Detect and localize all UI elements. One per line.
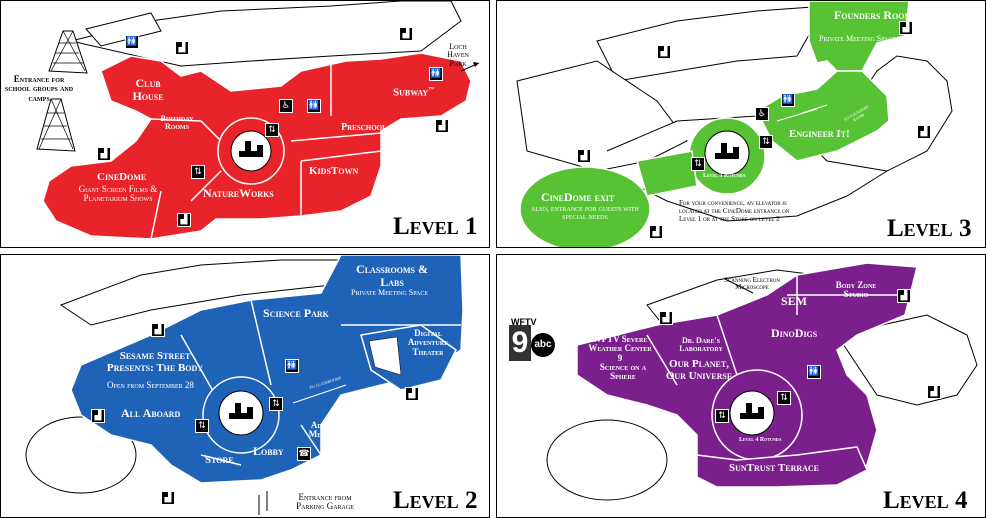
stairs-icon: ▟ [91, 409, 105, 423]
stairs-icon: ▟ [399, 27, 413, 41]
elevator-note: For your convenience, an elevator is loc… [679, 199, 790, 224]
digital-theater-label: Digital Adventure Theater [407, 328, 449, 357]
elevator-icon: ⇅ [195, 419, 209, 433]
stairs-icon: ▟ [897, 289, 911, 303]
kidstown-label: KidsTown [309, 165, 359, 177]
elevator-icon: ⇅ [265, 123, 279, 137]
suntrust-terrace-label: SunTrust Terrace [729, 462, 820, 474]
science-sphere-label: Science on a Sphere [599, 362, 647, 382]
restroom-icon: 🚻 [285, 359, 299, 373]
stairs-icon: ▟ [175, 41, 189, 55]
stairs-icon: ▟ [177, 213, 191, 227]
elevator-icon: ⇅ [191, 165, 205, 179]
dr-dare-label: Dr. Dare's Laboratory [679, 336, 723, 354]
lobby-label: Lobby [253, 444, 284, 458]
suntrust-terrace-area [696, 446, 868, 488]
level-3-map [516, 1, 953, 247]
entrance-garage-label: Entrance from Parking Garage [296, 492, 354, 512]
level-4-title: Level 4 [883, 487, 968, 514]
classrooms-sub-label: Private Meeting Space [351, 288, 429, 297]
level-2-title: Level 2 [393, 487, 478, 514]
classrooms-label: Classrooms & Labs [356, 262, 428, 289]
cinedome-label: CineDome [97, 171, 147, 183]
all-aboard-label: All Aboard [121, 406, 181, 420]
elevator-icon: ⇅ [777, 391, 791, 405]
loch-haven-park-label: Loch Haven Park [447, 42, 469, 68]
entrance-school-groups-label: Entrance for school groups and camps [4, 74, 74, 103]
stairs-icon: ▟ [927, 385, 941, 399]
science-park-label: Science Park [263, 306, 329, 320]
level-1-panel: Entrance for school groups and camps Clu… [0, 0, 490, 248]
level-3-panel: Founders Room Private Meeting Space Engi… [496, 0, 986, 248]
stairs-icon: ▟ [161, 491, 175, 505]
natureworks-label: NatureWorks [203, 186, 274, 200]
admissions-label: Admissions Membership [308, 420, 354, 440]
founders-room-sub-label: Private Meeting Space [819, 34, 897, 43]
stairs-icon: ▟ [435, 119, 449, 133]
level-4-map [546, 262, 978, 501]
stairs-icon: ▟ [405, 387, 419, 401]
sesame-sub-label: Open from September 28 [107, 380, 194, 390]
subway-text: Subway [393, 86, 429, 99]
preschool-label: Preschool [341, 122, 387, 133]
sem-label: SEM [781, 294, 808, 308]
birthday-rooms-label: Birthday Rooms [160, 114, 194, 132]
level-4-rotunda-label: Level 4 Rotunda [739, 437, 782, 443]
stairs-icon: ▟ [657, 45, 671, 59]
restroom-icon: 🚻 [807, 365, 821, 379]
cinedome-exit-area [519, 166, 651, 247]
elevator-icon: ⇅ [715, 409, 729, 423]
body-zone-label: Body Zone Studio [835, 280, 877, 300]
stairs-icon: ▟ [649, 225, 663, 239]
level-1-map [36, 1, 480, 240]
founders-room-label: Founders Room [833, 8, 913, 22]
store-label: Store [205, 454, 234, 466]
wftv-logo-number: 9 [509, 325, 531, 361]
engineer-it-area [756, 70, 890, 162]
stairs-icon: ▟ [97, 147, 111, 161]
scanning-microscope-label: Scanning Electron Microscope [723, 276, 781, 292]
subway-trademark: ™ [428, 87, 435, 93]
level-3-title: Level 3 [887, 215, 972, 242]
wftv-center-label: WFTV Severe Weather Center 9 [588, 334, 652, 363]
dinodigs-label: DinoDigs [771, 326, 818, 340]
cinedome-sub-label: Giant Screen Films & Planetarium Shows [78, 184, 158, 204]
cinedome-exit-label: CineDome exit [541, 190, 615, 204]
wftv-logo: WFTV 9 abc [509, 317, 557, 363]
cinedome-exit-sub-label: also, entrance for guests with special n… [531, 204, 639, 222]
wftv-logo-text: WFTV [511, 317, 537, 327]
restroom-icon: 🚻 [781, 93, 795, 107]
restroom-icon: 🚻 [429, 67, 443, 81]
level-2-panel: Classrooms & Labs Private Meeting Space … [0, 254, 490, 518]
level-4-panel: WFTV 9 abc Scanning Electron Microscope … [496, 254, 986, 518]
elevator-icon: ⇅ [269, 397, 283, 411]
elevator-icon: ⇅ [759, 135, 773, 149]
subway-label: Subway™ [393, 87, 434, 99]
level-1-title: Level 1 [393, 213, 478, 240]
phone-icon: ☎ [297, 447, 311, 461]
level-2-map [25, 255, 464, 515]
abc-logo: abc [531, 333, 555, 357]
restroom-icon: 🚻 [307, 99, 321, 113]
level-3-rotunda-label: Level 3 Rotunda [703, 173, 746, 179]
stairs-icon: ▟ [151, 323, 165, 337]
accessible-icon: ♿ [755, 107, 769, 121]
sesame-street-label: Sesame Street Presents: The Body [106, 350, 204, 374]
restroom-icon: 🚻 [125, 35, 139, 49]
stairs-icon: ▟ [917, 125, 931, 139]
stairs-icon: ▟ [577, 149, 591, 163]
our-planet-label: Our Planet, Our Universe [665, 358, 733, 382]
stairs-icon: ▟ [659, 311, 673, 325]
club-house-label: Club House [132, 76, 164, 103]
elevator-icon: ⇅ [691, 157, 705, 171]
accessible-icon: ♿ [279, 99, 293, 113]
engineer-it-label: Engineer It! [789, 128, 850, 140]
stairs-icon: ▟ [899, 21, 913, 35]
